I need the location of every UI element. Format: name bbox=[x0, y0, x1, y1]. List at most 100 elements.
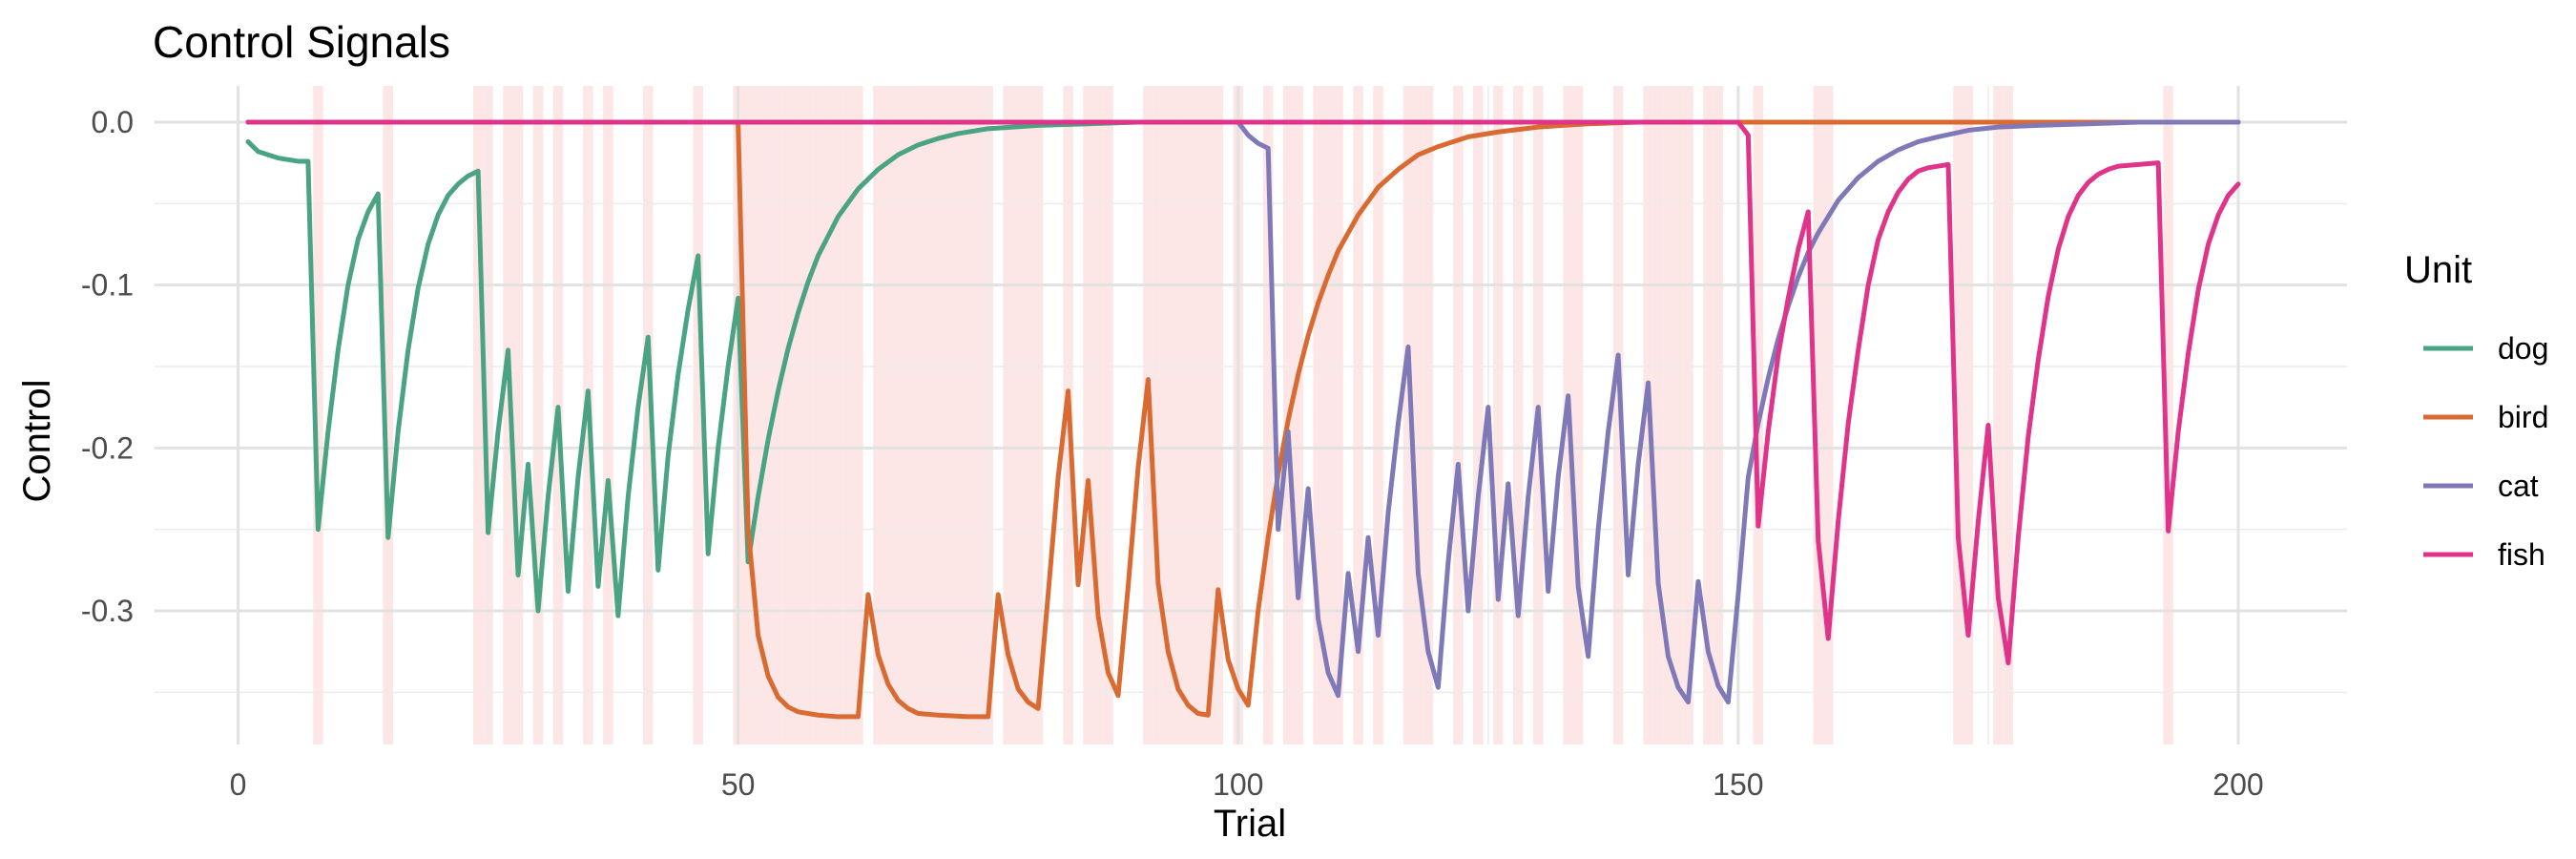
highlight-band bbox=[1032, 86, 1044, 744]
highlight-band bbox=[933, 86, 944, 744]
highlight-band bbox=[1012, 86, 1024, 744]
highlight-band bbox=[1423, 86, 1434, 744]
highlight-band bbox=[1683, 86, 1693, 744]
highlight-band bbox=[943, 86, 954, 744]
highlight-band bbox=[873, 86, 883, 744]
highlight-band bbox=[693, 86, 703, 744]
legend-label-dog: dog bbox=[2498, 331, 2548, 366]
highlight-band bbox=[1413, 86, 1423, 744]
highlight-band bbox=[1473, 86, 1484, 744]
legend-label-bird: bird bbox=[2498, 400, 2548, 434]
highlight-band bbox=[1953, 86, 1963, 744]
highlight-band bbox=[883, 86, 894, 744]
highlight-band bbox=[383, 86, 393, 744]
y-tick-label: -0.2 bbox=[81, 430, 134, 465]
highlight-band bbox=[1163, 86, 1174, 744]
highlight-band bbox=[1193, 86, 1204, 744]
highlight-band bbox=[1103, 86, 1113, 744]
legend-label-fish: fish bbox=[2498, 537, 2545, 572]
highlight-band bbox=[742, 86, 754, 744]
highlight-band bbox=[1203, 86, 1214, 744]
chart-title: Control Signals bbox=[153, 17, 450, 67]
highlight-band bbox=[842, 86, 854, 744]
highlight-band bbox=[1652, 86, 1664, 744]
series-line-cat bbox=[245, 119, 2241, 705]
y-axis-title: Control bbox=[16, 380, 58, 503]
highlight-band bbox=[1703, 86, 1714, 744]
highlight-band bbox=[1493, 86, 1504, 744]
highlight-band bbox=[1572, 86, 1584, 744]
highlight-band bbox=[1083, 86, 1093, 744]
series-line-dog bbox=[245, 119, 2241, 618]
highlight-band bbox=[1293, 86, 1303, 744]
highlight-band bbox=[1402, 86, 1414, 744]
highlight-band bbox=[2163, 86, 2173, 744]
highlight-band bbox=[1513, 86, 1524, 744]
highlight-band bbox=[1612, 86, 1624, 744]
highlight-band bbox=[1373, 86, 1383, 744]
highlight-band bbox=[1663, 86, 1673, 744]
highlight-band bbox=[1262, 86, 1274, 744]
x-tick-label: 50 bbox=[721, 767, 756, 802]
x-tick-label: 0 bbox=[230, 767, 247, 802]
highlight-band bbox=[1813, 86, 1823, 744]
highlight-band bbox=[913, 86, 924, 744]
legend-title: Unit bbox=[2404, 249, 2472, 291]
highlight-layer bbox=[313, 86, 2173, 744]
highlight-band bbox=[2003, 86, 2014, 744]
x-tick-label: 150 bbox=[1713, 767, 1763, 802]
y-tick-label: -0.1 bbox=[81, 268, 134, 303]
highlight-band bbox=[793, 86, 803, 744]
highlight-band bbox=[1993, 86, 2004, 744]
highlight-band bbox=[1173, 86, 1184, 744]
highlight-band bbox=[1023, 86, 1033, 744]
highlight-band bbox=[833, 86, 843, 744]
series-line-fish bbox=[245, 119, 2241, 666]
highlight-band bbox=[643, 86, 654, 744]
series-line-bird bbox=[245, 119, 2241, 720]
highlight-band bbox=[802, 86, 814, 744]
x-tick-label: 100 bbox=[1213, 767, 1263, 802]
highlight-band bbox=[1092, 86, 1104, 744]
highlight-band bbox=[773, 86, 783, 744]
highlight-band bbox=[853, 86, 863, 744]
highlight-band bbox=[1672, 86, 1684, 744]
highlight-band bbox=[1003, 86, 1013, 744]
highlight-band bbox=[1963, 86, 1974, 744]
x-axis-title: Trial bbox=[1214, 803, 1286, 845]
highlight-band bbox=[972, 86, 984, 744]
highlight-band bbox=[1713, 86, 1724, 744]
x-tick-label: 200 bbox=[2212, 767, 2263, 802]
highlight-band bbox=[472, 86, 484, 744]
highlight-band bbox=[1313, 86, 1323, 744]
highlight-band bbox=[1453, 86, 1464, 744]
tick-layer: 0 50 100 150 200 0.0 -0.1 -0.2 -0.3 bbox=[81, 105, 2264, 802]
highlight-band bbox=[603, 86, 613, 744]
highlight-band bbox=[1183, 86, 1194, 744]
legend: Unit dog bird cat fish bbox=[2404, 249, 2548, 572]
y-tick-label: -0.3 bbox=[81, 594, 134, 628]
highlight-band bbox=[822, 86, 834, 744]
highlight-band bbox=[1822, 86, 1834, 744]
highlight-band bbox=[532, 86, 544, 744]
highlight-band bbox=[903, 86, 914, 744]
highlight-band bbox=[1322, 86, 1334, 744]
highlight-band bbox=[512, 86, 524, 744]
highlight-band bbox=[1153, 86, 1164, 744]
highlight-band bbox=[1213, 86, 1224, 744]
highlight-band bbox=[1353, 86, 1363, 744]
y-tick-label: 0.0 bbox=[92, 105, 134, 139]
highlight-band bbox=[923, 86, 934, 744]
highlight-band bbox=[953, 86, 964, 744]
highlight-band bbox=[782, 86, 794, 744]
highlight-band bbox=[503, 86, 513, 744]
highlight-band bbox=[963, 86, 973, 744]
highlight-band bbox=[1333, 86, 1343, 744]
highlight-band bbox=[753, 86, 763, 744]
highlight-band bbox=[313, 86, 323, 744]
series-layer bbox=[245, 119, 2241, 720]
highlight-band bbox=[813, 86, 823, 744]
legend-label-cat: cat bbox=[2498, 469, 2539, 503]
highlight-band bbox=[893, 86, 904, 744]
